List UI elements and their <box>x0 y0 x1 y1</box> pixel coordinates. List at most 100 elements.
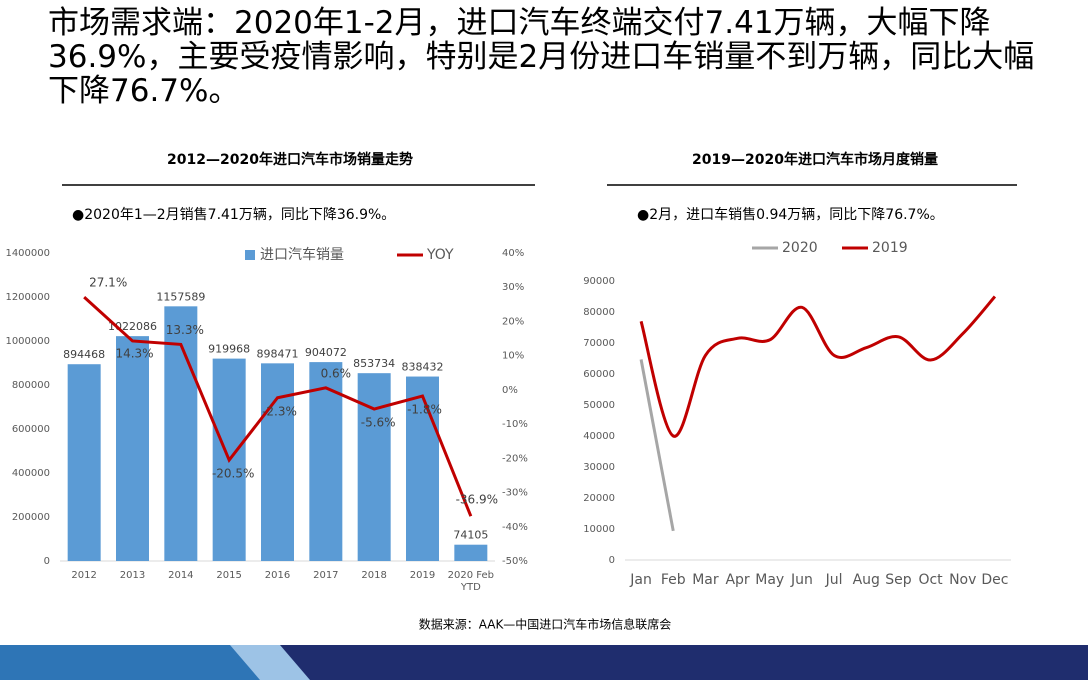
annotation: ●2月，进口车销售0.94万辆，同比下降76.7%。 <box>637 206 944 223</box>
y-tick-label: 1000000 <box>5 336 50 347</box>
x-tick-label: 2015 <box>216 570 242 581</box>
bar <box>67 364 101 561</box>
x-tick-label-box: 2012 <box>71 570 97 581</box>
y-tick-label: 1400000 <box>5 248 50 259</box>
legend-label: 2019 <box>872 240 908 256</box>
x-tick-label: 2012 <box>71 570 97 581</box>
data-label: 13.3% <box>166 323 204 337</box>
y-tick-label: 0 <box>44 556 50 567</box>
x-tick-label: Feb <box>661 572 686 588</box>
x-tick-label: Jun <box>790 572 813 588</box>
bar <box>357 373 391 561</box>
x-tick-label-box: 2018 <box>361 570 387 581</box>
x-tick-label-box: 2013 <box>119 570 146 581</box>
line <box>83 296 473 517</box>
x-tick-label-box: 2020 Feb YTD <box>447 570 494 593</box>
x-tick-label: 2013 <box>119 570 146 581</box>
y-tick-label: 800000 <box>12 380 50 391</box>
y-tick-label: 0 <box>609 555 615 566</box>
data-label: -20.5% <box>212 467 254 481</box>
y2-tick-label: -30% <box>502 488 528 499</box>
data-label: 898471 <box>257 347 299 360</box>
y-tick-label: 80000 <box>583 307 615 318</box>
x-tick-label: Nov <box>949 572 976 588</box>
source: 数据来源：AAK—中国进口汽车市场信息联席会 <box>419 617 672 632</box>
bar <box>116 336 149 561</box>
data-label: 853734 <box>353 357 395 370</box>
x-tick-label-box: 2016 <box>264 570 291 581</box>
x-tick-label: Jan <box>629 572 652 588</box>
x-tick-label: May <box>755 572 784 588</box>
x-tick-label-box: 2014 <box>168 570 194 581</box>
x-tick-label: Dec <box>981 572 1008 588</box>
data-label: -5.6% <box>361 416 396 430</box>
x-tick-label: 2017 <box>313 570 339 581</box>
y-tick-label: 50000 <box>583 400 615 411</box>
data-label: 904072 <box>305 346 347 359</box>
slide-title: 市场需求端：2020年1-2月，进口汽车终端交付7.41万辆，大幅下降36.9%… <box>48 5 1035 109</box>
x-tick-label-box: 2015 <box>216 570 242 581</box>
line <box>639 295 997 438</box>
y2-tick-label: 30% <box>502 282 524 293</box>
x-tick-label: 2016 <box>264 570 291 581</box>
y2-tick-label: 0% <box>502 385 518 396</box>
data-label: -2.3% <box>262 404 297 418</box>
x-tick-label: 2019 <box>409 570 436 581</box>
data-label: 1157589 <box>156 290 205 303</box>
footer-accent <box>0 645 300 680</box>
x-tick-label: 2018 <box>361 570 387 581</box>
data-label: 27.1% <box>89 276 127 290</box>
y-tick-label: 400000 <box>12 468 50 479</box>
legend-label: 2020 <box>782 240 818 256</box>
data-label: 14.3% <box>115 346 153 360</box>
legend-label: 进口汽车销量 <box>260 246 344 263</box>
y-tick-label: 30000 <box>583 462 615 473</box>
y2-tick-label: -50% <box>502 556 528 567</box>
bar <box>164 306 198 561</box>
x-tick-label: Aug <box>853 572 880 588</box>
y-tick-label: 20000 <box>583 493 615 504</box>
data-label: 894468 <box>63 348 105 361</box>
y2-tick-label: 10% <box>502 351 524 362</box>
y-tick-label: 40000 <box>583 431 615 442</box>
y-tick-label: 600000 <box>12 424 50 435</box>
x-tick-label: Apr <box>725 572 749 588</box>
x-tick-label-box: 2017 <box>313 570 339 581</box>
chart-title: 2012—2020年进口汽车市场销量走势 <box>167 151 413 168</box>
data-label: 919968 <box>208 343 250 356</box>
data-label: 0.6% <box>321 366 352 380</box>
data-label: -36.9% <box>456 493 498 507</box>
y2-tick-label: 40% <box>502 248 524 259</box>
data-label: 838432 <box>402 361 444 374</box>
bar <box>309 362 343 561</box>
bar <box>406 376 439 561</box>
y2-tick-label: 20% <box>502 316 524 327</box>
x-tick-label: Jul <box>825 572 843 588</box>
y-tick-label: 70000 <box>583 338 615 349</box>
x-tick-label: Sep <box>885 572 912 588</box>
x-tick-label: Oct <box>918 572 943 588</box>
y-tick-label: 10000 <box>583 524 615 535</box>
footer-stripe <box>230 645 310 680</box>
x-tick-label: 2020 Feb YTD <box>447 570 494 593</box>
y-tick-label: 60000 <box>583 369 615 380</box>
y-tick-label: 1200000 <box>5 292 50 303</box>
y-tick-label: 200000 <box>12 512 50 523</box>
legend-swatch <box>245 250 255 260</box>
x-tick-label: 2014 <box>168 570 194 581</box>
data-label: -1.8% <box>407 403 442 417</box>
bar <box>454 544 488 561</box>
x-tick-label: Mar <box>692 572 719 588</box>
y2-tick-label: -40% <box>502 522 528 533</box>
x-tick-label-box: 2019 <box>409 570 436 581</box>
annotation: ●2020年1—2月销售7.41万辆，同比下降36.9%。 <box>72 207 395 223</box>
line <box>639 359 675 532</box>
chart-title: 2019—2020年进口汽车市场月度销量 <box>692 151 938 168</box>
y-tick-label: 90000 <box>583 276 615 287</box>
bar <box>261 363 294 561</box>
legend-label: YOY <box>426 247 454 263</box>
y2-tick-label: -10% <box>502 419 528 430</box>
data-label: 74105 <box>453 529 488 542</box>
